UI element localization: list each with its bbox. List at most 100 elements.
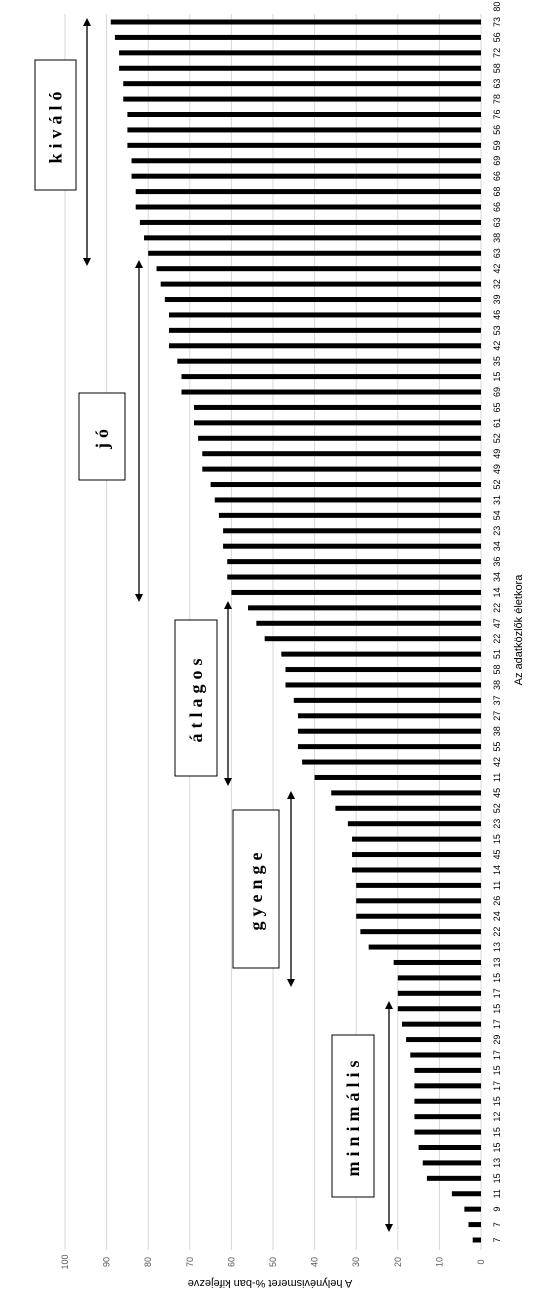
band-label: kiváló [46, 86, 66, 163]
band-label: átlagos [186, 654, 206, 743]
category-tick-label: 38 [492, 233, 502, 243]
category-tick-label: 63 [492, 248, 502, 258]
category-tick-label: 26 [492, 896, 502, 906]
bar [127, 127, 482, 133]
category-tick-label: 52 [492, 433, 502, 443]
bar [422, 1160, 481, 1166]
category-tick-label: 13 [492, 942, 502, 952]
bar [164, 297, 481, 303]
band-label: jó [92, 424, 112, 450]
bar [426, 1175, 481, 1181]
category-tick-label: 52 [492, 803, 502, 813]
bar [414, 1067, 481, 1073]
value-tick-label: 20 [393, 1257, 403, 1267]
value-tick-label: 40 [310, 1257, 320, 1267]
value-tick-label: 100 [60, 1254, 70, 1269]
category-tick-label: 7 [492, 1222, 502, 1227]
category-tick-label: 66 [492, 171, 502, 181]
bar [406, 1037, 481, 1043]
bar [127, 142, 482, 148]
bar [285, 682, 481, 688]
category-tick-label: 22 [492, 634, 502, 644]
category-tick-label: 12 [492, 1112, 502, 1122]
bar [160, 281, 481, 287]
bar [356, 898, 481, 904]
x-axis-title: Az adatközlők életkora [513, 574, 525, 686]
bar [297, 713, 481, 719]
category-tick-label: 36 [492, 557, 502, 567]
band-label: minimális [343, 1055, 363, 1176]
category-tick-label: 42 [492, 264, 502, 274]
band-1: gyenge [232, 791, 295, 987]
bar [210, 482, 481, 488]
bar [464, 1206, 481, 1212]
bar [451, 1191, 481, 1197]
category-tick-label: 37 [492, 695, 502, 705]
bar [177, 358, 481, 364]
bar [352, 836, 481, 842]
category-tick-label: 51 [492, 649, 502, 659]
category-tick-label: 38 [492, 726, 502, 736]
bar [347, 821, 481, 827]
bar [202, 466, 481, 472]
bar [468, 1222, 481, 1228]
category-tick-label: 11 [492, 1189, 502, 1198]
bar [414, 1129, 481, 1135]
bar [414, 1114, 481, 1120]
category-tick-label: 59 [492, 140, 502, 150]
category-tick-label: 17 [492, 1050, 502, 1060]
band-0: minimális [331, 1001, 393, 1232]
category-tick-label: 56 [492, 125, 502, 135]
bar [123, 96, 482, 102]
category-tick-label: 14 [492, 865, 502, 875]
value-tick-label: 30 [351, 1257, 361, 1267]
category-tick-label: 7 [492, 1237, 502, 1242]
category-tick-label: 68 [492, 187, 502, 197]
category-tick-label: 49 [492, 449, 502, 459]
bar [297, 744, 481, 750]
category-tick-label: 15 [492, 1173, 502, 1183]
category-tick-label: 72 [492, 48, 502, 58]
category-tick-label: 76 [492, 109, 502, 119]
category-tick-label: 22 [492, 927, 502, 937]
category-tick-label: 52 [492, 480, 502, 490]
bar [281, 651, 481, 657]
band-annotations: minimális gyenge átlagos jó kiváló [34, 18, 393, 1232]
bar [397, 990, 481, 996]
bar [352, 852, 481, 858]
category-tick-label: 15 [492, 834, 502, 844]
bar [264, 636, 481, 642]
bar [418, 1144, 481, 1150]
bar [110, 19, 481, 25]
category-tick-label: 39 [492, 295, 502, 305]
category-tick-label: 17 [492, 1019, 502, 1029]
category-tick-label: 15 [492, 372, 502, 382]
category-tick-label: 15 [492, 1096, 502, 1106]
bar [127, 112, 482, 118]
category-tick-label: 32 [492, 279, 502, 289]
bar [144, 235, 482, 241]
bar [472, 1237, 481, 1243]
bar [135, 189, 481, 195]
bar [352, 867, 481, 873]
bar [139, 219, 481, 225]
category-tick-label: 63 [492, 79, 502, 89]
gridlines [64, 14, 482, 1250]
bar [135, 204, 481, 210]
bar [114, 34, 482, 40]
category-tick-label: 24 [492, 911, 502, 921]
bar [314, 774, 481, 780]
category-tick-label: 58 [492, 665, 502, 675]
bar [223, 543, 481, 549]
category-tick-label: 22 [492, 603, 502, 613]
category-tick-label: 42 [492, 341, 502, 351]
value-axis-ticks: 0 10 20 30 40 50 60 70 80 90 100 [60, 1254, 486, 1269]
category-tick-label: 49 [492, 464, 502, 474]
category-tick-label: 15 [492, 1065, 502, 1075]
bar [356, 913, 481, 919]
category-tick-label: 45 [492, 788, 502, 798]
value-tick-label: 0 [476, 1259, 486, 1264]
category-tick-label: 56 [492, 32, 502, 42]
band-3: jó [78, 260, 143, 602]
